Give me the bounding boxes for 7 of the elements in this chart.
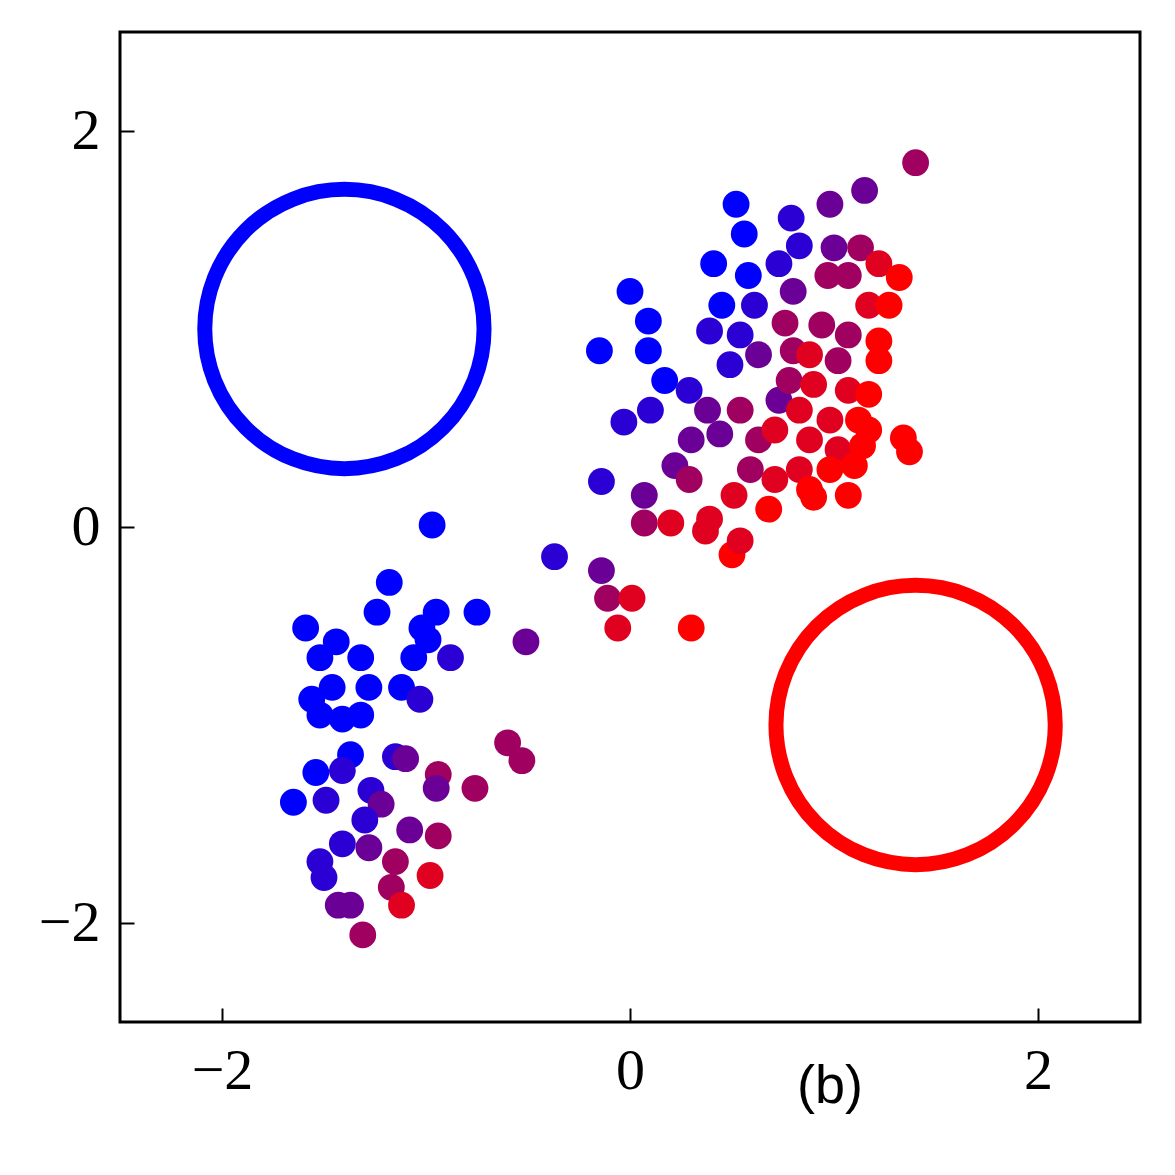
x-tick-label: −2 (191, 1036, 254, 1102)
x-tick-label: 0 (616, 1036, 645, 1102)
y-tick-label: 2 (71, 96, 101, 162)
text: (b) (797, 1054, 863, 1114)
y-tick-label: −2 (38, 888, 101, 954)
x-tick-label: 2 (1024, 1036, 1053, 1102)
y-tick-label: 0 (71, 492, 101, 558)
